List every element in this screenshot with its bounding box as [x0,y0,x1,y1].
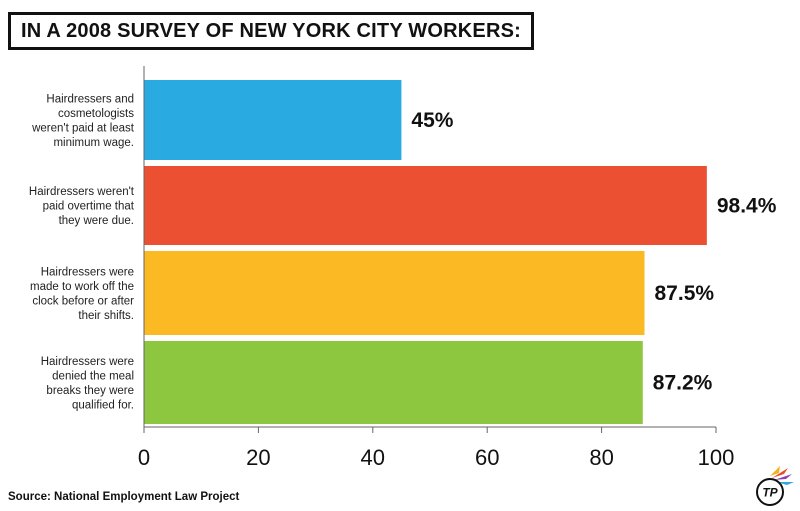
category-label-line: cosmetologists [58,108,134,120]
bar-chart: Hairdressers and cosmetologists weren't pa… [29,66,777,470]
category-label-line: Hairdressers and [46,93,134,105]
bar-1 [144,80,402,160]
x-axis: 0 20 40 60 80 100 [138,66,734,470]
category-label-line: paid overtime that [43,201,135,213]
bar-4 [144,341,643,424]
x-tick-label-40: 40 [361,445,385,470]
category-label-line: weren't paid at least [31,122,135,134]
bar-3 [144,251,645,335]
category-label-line: minimum wage. [53,137,134,149]
value-label-1: 45% [411,109,453,132]
value-label-2: 98.4% [717,195,777,218]
value-label-3: 87.5% [655,282,715,305]
category-label-2: Hairdressers weren't paid overtime that th… [29,186,135,227]
category-label-line: Hairdressers were [41,356,134,368]
source-note: Source: National Employment Law Project [8,491,240,503]
x-tick-label-0: 0 [138,445,150,470]
category-label-line: they were due. [59,215,134,227]
logo-text: TP [762,486,778,500]
category-labels-layer: Hairdressers and cosmetologists weren't pa… [29,93,135,411]
value-labels-layer: 45% 98.4% 87.5% 87.2% [411,109,776,395]
category-label-line: their shifts. [78,310,134,322]
x-tick-label-20: 20 [246,445,270,470]
x-tick-label-80: 80 [589,445,613,470]
category-label-line: Hairdressers were [41,266,134,278]
category-label-4: Hairdressers were denied the meal breaks t… [41,356,134,412]
category-label-line: Hairdressers weren't [29,186,135,198]
thinkprogress-logo-icon: TP [756,466,794,506]
value-label-4: 87.2% [653,372,713,395]
x-tick-label-100: 100 [698,445,735,470]
category-label-line: clock before or after [32,295,134,307]
chart-title: IN A 2008 SURVEY OF NEW YORK CITY WORKER… [8,12,534,50]
category-label-line: denied the meal [52,370,134,382]
category-label-line: qualified for. [72,399,134,411]
category-label-line: made to work off the [30,281,134,293]
bar-2 [144,166,707,245]
bars-layer [144,80,707,424]
category-label-3: Hairdressers were made to work off the clo… [30,266,134,322]
x-tick-label-60: 60 [475,445,499,470]
category-label-line: breaks they were [46,385,134,397]
category-label-1: Hairdressers and cosmetologists weren't pa… [31,93,135,149]
